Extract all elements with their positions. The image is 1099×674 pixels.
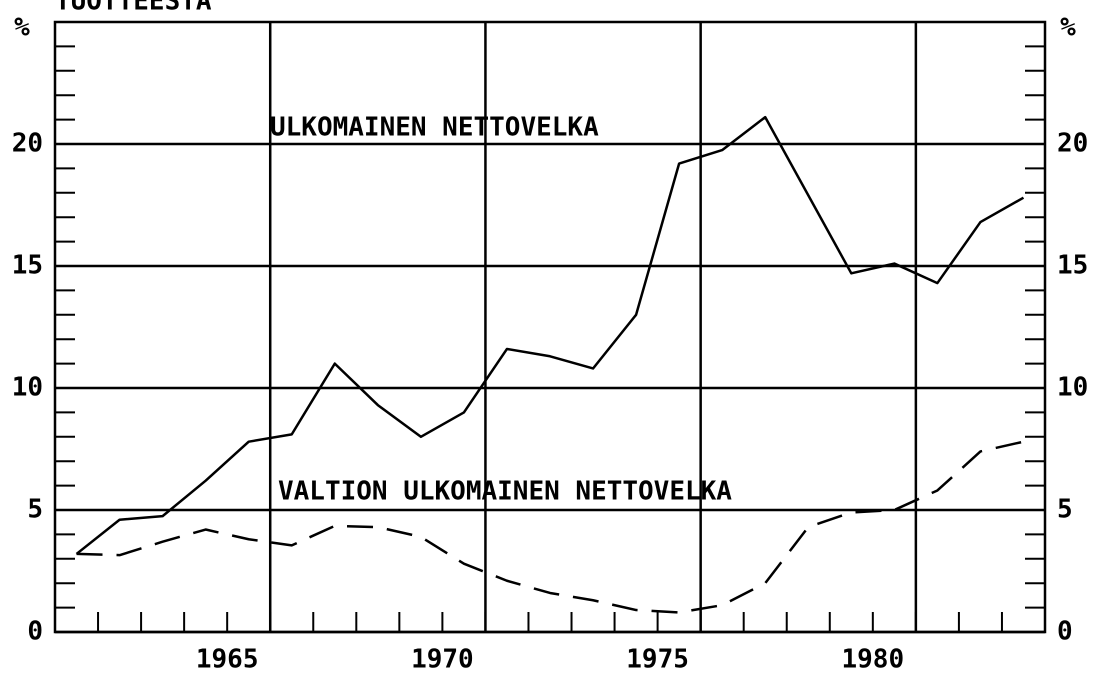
y-tick-label: 0: [27, 617, 43, 647]
y-tick-label-right: 15: [1057, 251, 1088, 281]
x-tick-label: 1965: [196, 645, 259, 674]
x-tick-label: 1980: [842, 645, 905, 674]
x-tick-label: 1975: [626, 645, 689, 674]
y-tick-label-right: 0: [1057, 617, 1073, 647]
annotation: ULKOMAINEN NETTOVELKA: [270, 113, 599, 143]
y-unit-left: %: [14, 13, 30, 43]
annotation: VALTION ULKOMAINEN NETTOVELKA: [278, 477, 732, 507]
chart-title: TUOTTEESTA: [55, 0, 212, 17]
y-tick-label-right: 5: [1057, 495, 1073, 525]
x-tick-label: 1970: [411, 645, 474, 674]
data-line: [76, 440, 1024, 614]
y-tick-label: 20: [12, 129, 43, 159]
y-tick-label-right: 10: [1057, 373, 1088, 403]
y-tick-label-right: 20: [1057, 129, 1088, 159]
y-tick-label: 10: [12, 373, 43, 403]
y-tick-label: 15: [12, 251, 43, 281]
y-unit-right: %: [1060, 13, 1076, 43]
y-tick-label: 5: [27, 495, 43, 525]
data-line: [75, 115, 1025, 555]
